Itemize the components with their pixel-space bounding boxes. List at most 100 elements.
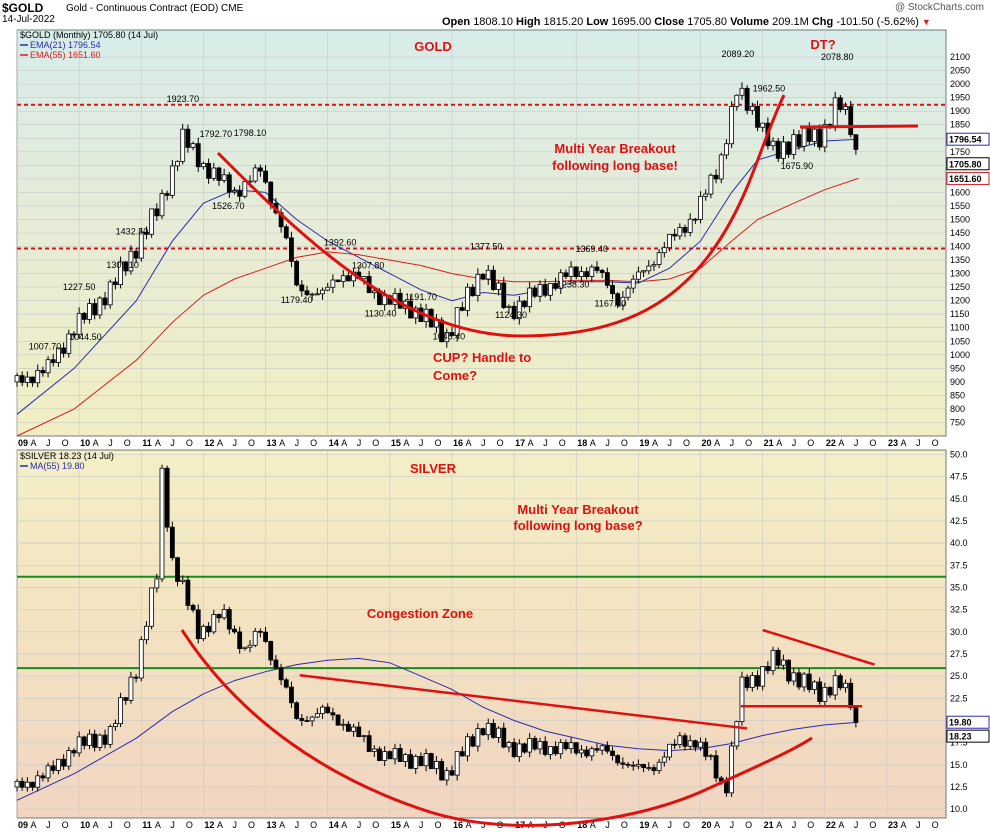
candle-body <box>159 193 165 217</box>
candle-body <box>589 266 595 278</box>
legend-label: EMA(21) 1796.54 <box>30 40 101 50</box>
price-label: 1227.50 <box>63 282 96 292</box>
candle-body <box>190 143 196 148</box>
candle-body <box>356 726 362 738</box>
legend-label: MA(55) 19.80 <box>30 461 85 471</box>
candle-body <box>547 746 553 755</box>
candle-body <box>76 312 82 335</box>
y-tick-label: 40.0 <box>950 538 968 548</box>
candle-body <box>729 745 735 794</box>
x-year-label: 09 <box>18 820 28 830</box>
annotation-text: SILVER <box>410 461 457 476</box>
y-tick-label: 15.0 <box>950 760 968 770</box>
candle-body <box>61 758 67 767</box>
candle-body <box>351 726 356 732</box>
candle-body <box>81 736 87 746</box>
candle-body <box>397 748 403 762</box>
x-year-label: 10 <box>80 820 90 830</box>
candle-body <box>822 686 828 703</box>
candle-body <box>133 250 139 259</box>
candle-body <box>35 369 41 384</box>
volume-value: 209.1M <box>772 16 809 28</box>
candle-body <box>724 780 729 794</box>
candle-body <box>278 667 284 681</box>
annotation-text: Congestion Zone <box>367 606 473 621</box>
candle-body <box>692 740 698 748</box>
x-month-label: A <box>714 438 720 448</box>
x-month-label: O <box>248 438 255 448</box>
x-month-label: A <box>403 438 409 448</box>
price-label: 1167.10 <box>595 299 627 309</box>
x-month-label: A <box>590 438 596 448</box>
candle-body <box>66 333 72 354</box>
candle-body <box>175 160 180 167</box>
candle-body <box>687 218 693 233</box>
candle-body <box>470 286 476 296</box>
candle-body <box>630 764 636 767</box>
candle-body <box>387 751 393 760</box>
candle-body <box>92 733 98 748</box>
x-month-label: A <box>93 438 99 448</box>
x-month-label: A <box>155 820 161 830</box>
candle-body <box>594 748 600 751</box>
price-label: 1798.10 <box>234 128 267 138</box>
candle-body <box>439 760 445 781</box>
annotation-text: DT? <box>810 37 835 52</box>
candle-body <box>698 195 703 220</box>
candle-body <box>459 751 465 757</box>
candle-body <box>568 742 574 750</box>
x-month-label: J <box>419 438 424 448</box>
candle-body <box>646 265 652 272</box>
x-month-label: O <box>434 820 441 830</box>
candle-body <box>465 286 470 311</box>
candle-body <box>92 303 98 316</box>
credit-text: @ StockCharts.com <box>894 2 984 13</box>
x-year-label: 12 <box>204 820 214 830</box>
candle-body <box>371 290 377 294</box>
candle-body <box>786 141 791 155</box>
candle-body <box>118 261 123 286</box>
candle-body <box>558 742 564 755</box>
y-tick-label: 1000 <box>950 350 970 360</box>
candle-body <box>853 707 859 723</box>
x-year-label: 20 <box>702 820 712 830</box>
candle-body <box>636 763 641 767</box>
candle-body <box>340 723 346 726</box>
y-tick-label: 2000 <box>950 79 970 89</box>
candle-body <box>449 770 455 776</box>
x-month-label: J <box>792 820 797 830</box>
x-month-label: O <box>62 438 69 448</box>
candle-body <box>361 735 367 738</box>
candle-body <box>190 604 196 611</box>
candle-body <box>283 679 289 688</box>
candle-body <box>806 673 812 690</box>
y-tick-label: 22.5 <box>950 693 968 703</box>
x-month-label: O <box>310 438 317 448</box>
candle-body <box>672 743 678 746</box>
candle-body <box>232 628 237 633</box>
candle-body <box>346 275 351 282</box>
candle-body <box>201 625 206 640</box>
x-year-label: 21 <box>764 438 774 448</box>
chart-name: Gold - Continuous Contract (EOD) CME <box>66 3 244 14</box>
price-label: 1307.80 <box>352 260 385 270</box>
x-month-label: A <box>466 820 472 830</box>
candle-body <box>133 676 139 679</box>
candle-body <box>542 284 548 296</box>
high-label: High <box>516 16 541 28</box>
candle-body <box>24 376 30 383</box>
x-year-label: 19 <box>639 438 649 448</box>
candle-body <box>610 750 615 757</box>
x-month-label: O <box>124 820 131 830</box>
candle-body <box>734 94 740 107</box>
price-label: 1191.70 <box>405 292 437 302</box>
price-label: 1675.90 <box>781 161 814 171</box>
candle-body <box>444 332 450 343</box>
candle-body <box>749 675 755 688</box>
last-value-box <box>946 171 990 185</box>
candle-body <box>542 741 548 755</box>
x-month-label: O <box>186 438 193 448</box>
y-tick-label: 750 <box>950 417 965 427</box>
price-label: 1179.40 <box>281 295 313 305</box>
